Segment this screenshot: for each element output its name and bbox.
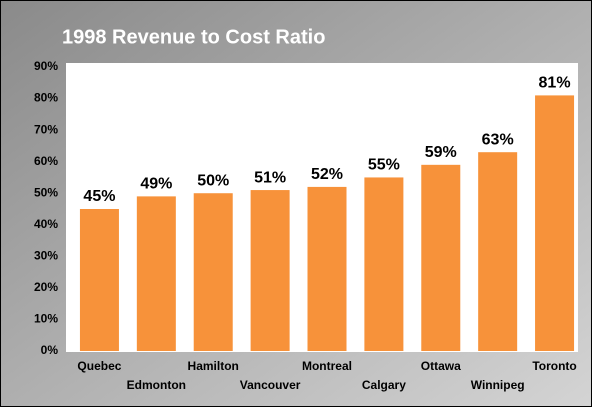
- x-tick-label: Edmonton: [127, 378, 186, 392]
- x-tick-label: Quebec: [77, 359, 121, 373]
- data-label: 51%: [254, 169, 286, 186]
- bar: [421, 164, 461, 351]
- bar: [364, 177, 404, 351]
- y-tick-label: 10%: [34, 312, 58, 326]
- x-tick-label: Vancouver: [240, 378, 301, 392]
- bar: [307, 186, 347, 351]
- data-label: 49%: [140, 176, 172, 193]
- x-tick-label: Calgary: [362, 378, 406, 392]
- y-tick-label: 70%: [34, 122, 58, 136]
- x-tick-label: Hamilton: [188, 359, 239, 373]
- x-tick-label: Winnipeg: [471, 378, 525, 392]
- data-label: 59%: [425, 144, 457, 161]
- data-label: 45%: [83, 188, 115, 205]
- data-label: 52%: [311, 166, 343, 183]
- y-tick-label: 30%: [34, 249, 58, 263]
- y-tick-label: 40%: [34, 217, 58, 231]
- bar: [250, 190, 290, 351]
- data-label: 81%: [539, 75, 571, 92]
- bar: [478, 152, 518, 351]
- bar: [535, 95, 575, 352]
- x-tick-label: Toronto: [532, 359, 576, 373]
- y-tick-label: 90%: [34, 59, 58, 73]
- x-tick-label: Ottawa: [421, 359, 461, 373]
- y-tick-label: 60%: [34, 154, 58, 168]
- y-tick-label: 0%: [41, 343, 59, 357]
- y-tick-label: 50%: [34, 185, 58, 199]
- data-label: 55%: [368, 157, 400, 174]
- chart-title: 1998 Revenue to Cost Ratio: [62, 26, 325, 48]
- bar: [193, 193, 233, 351]
- y-tick-label: 80%: [34, 91, 58, 105]
- bar: [79, 209, 119, 351]
- data-label: 63%: [482, 131, 514, 148]
- x-tick-label: Montreal: [302, 359, 352, 373]
- data-label: 50%: [197, 172, 229, 189]
- y-tick-label: 20%: [34, 280, 58, 294]
- bar: [136, 196, 176, 351]
